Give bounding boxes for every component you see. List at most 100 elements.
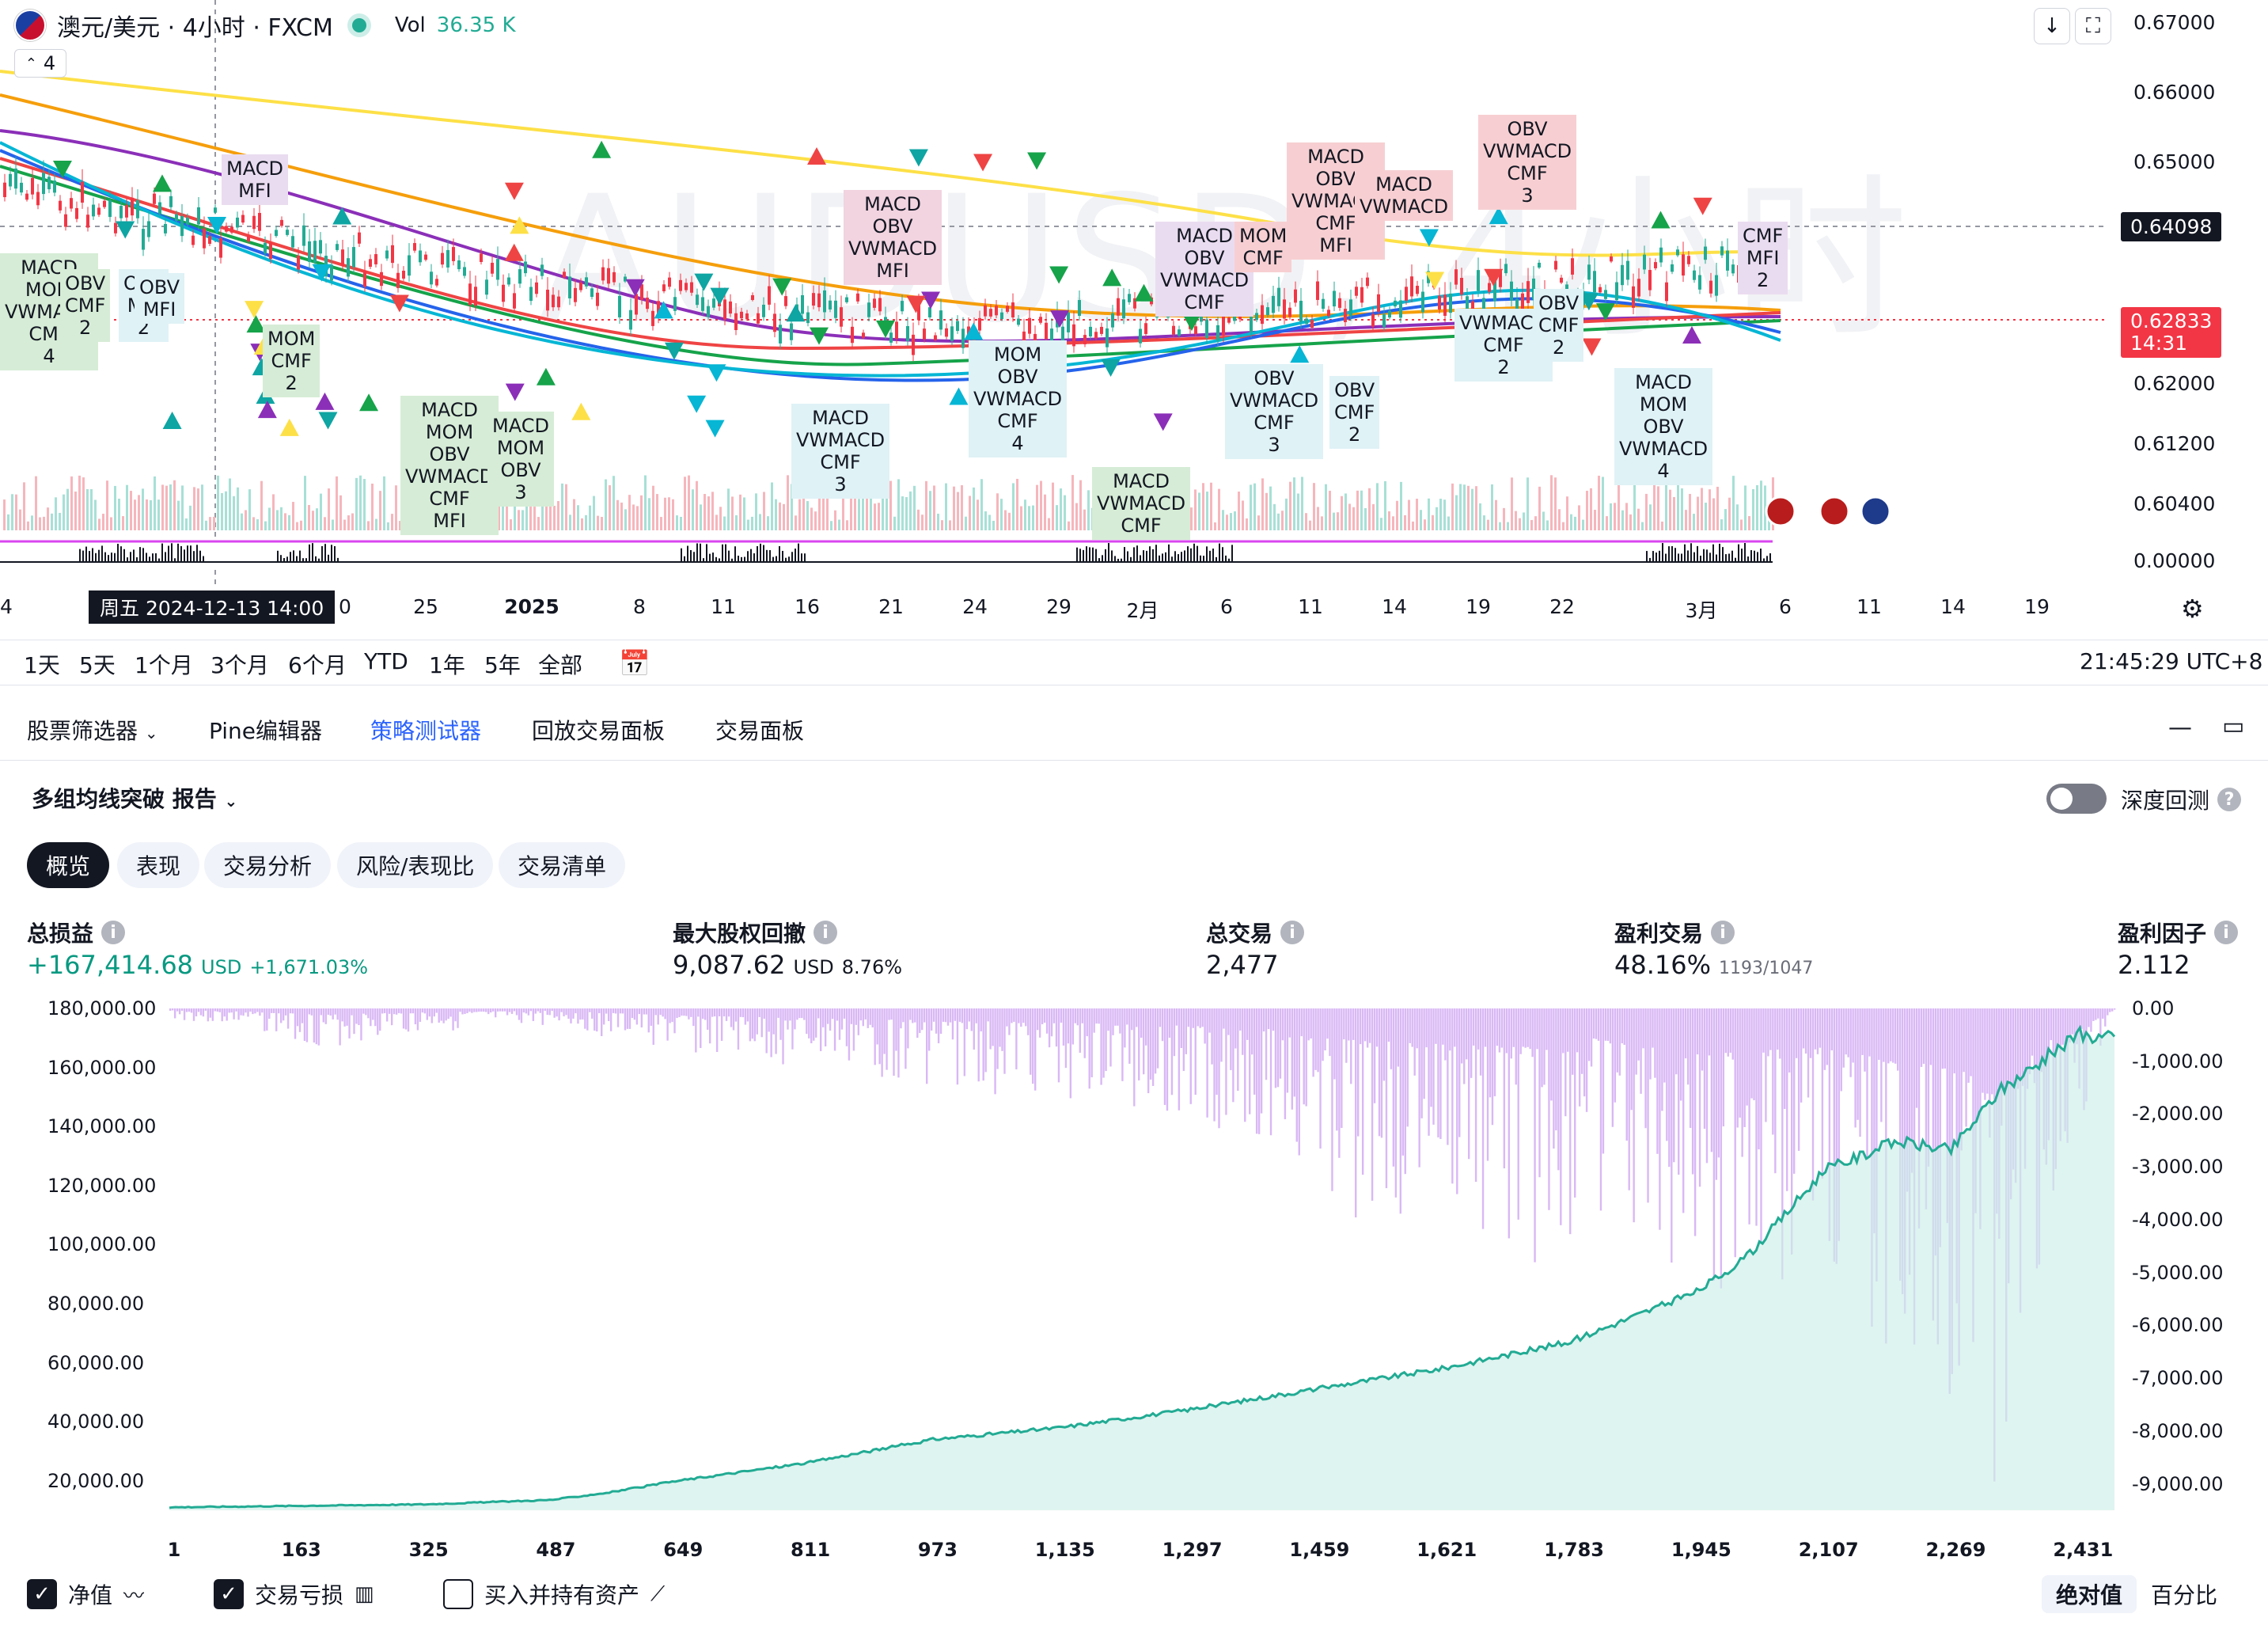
drawdown-bar — [202, 1008, 205, 1017]
signal-label: MACD MOM OBV VWMACD CMF MFI — [400, 396, 499, 535]
drawdown-bar — [586, 1008, 589, 1031]
candle-body — [1604, 290, 1607, 299]
date-range-calendar-icon[interactable]: 📅 — [619, 648, 650, 678]
volume-bar — [288, 515, 290, 530]
info-icon[interactable]: i — [814, 921, 838, 944]
tab-stock-screener[interactable]: 股票筛选器 ⌄ — [27, 718, 158, 744]
drawdown-bar — [1678, 1008, 1680, 1175]
signal-label-line: MOM — [425, 421, 474, 443]
range-5d-button[interactable]: 5天 — [79, 652, 116, 678]
drawdown-bar — [209, 1008, 212, 1018]
drawdown-bar — [1892, 1008, 1894, 1063]
candle-body — [1272, 295, 1275, 313]
tab-trading-panel[interactable]: 交易面板 — [715, 718, 805, 744]
candle-body — [1128, 294, 1131, 302]
price-chart[interactable]: AUDUSD, 4小时 澳元/美元 · 4小时 · FXCM Vol 36.35… — [0, 0, 2268, 633]
download-icon[interactable]: ↓ — [2034, 8, 2070, 44]
range-1d-button[interactable]: 1天 — [24, 652, 60, 678]
subtab-overview[interactable]: 概览 — [27, 842, 110, 888]
volume-bar — [1693, 514, 1695, 530]
drawdown-checkbox[interactable] — [214, 1579, 244, 1609]
candle-body — [1299, 300, 1303, 322]
range-6m-button[interactable]: 6个月 — [288, 652, 347, 678]
signal-label-line: MACD — [864, 193, 922, 215]
drawdown-bar — [279, 1008, 283, 1023]
equity-y-tick: 80,000.00 — [47, 1292, 145, 1315]
minimize-panel-icon[interactable]: — — [2168, 714, 2192, 742]
drawdown-bar — [831, 1008, 834, 1020]
event-flag-icon[interactable] — [1765, 496, 1796, 527]
drawdown-bar — [485, 1008, 487, 1012]
price-plot[interactable] — [0, 0, 2105, 633]
volume-bar — [150, 499, 152, 530]
range-1m-button[interactable]: 1个月 — [135, 652, 193, 678]
info-icon[interactable]: i — [101, 921, 126, 944]
tab-strategy-tester[interactable]: 策略测试器 — [370, 718, 482, 744]
deep-backtest-toggle[interactable] — [2046, 784, 2107, 814]
oscillator-bar — [1693, 552, 1695, 562]
candle-body — [219, 238, 222, 258]
drawdown-bar — [435, 1008, 438, 1013]
mode-absolute-button[interactable]: 绝对值 — [2042, 1575, 2137, 1613]
volume-bar — [1384, 480, 1386, 530]
candle-body — [845, 297, 848, 302]
volume-bar — [521, 510, 524, 530]
subtab-trade-list[interactable]: 交易清单 — [499, 842, 626, 888]
candle-body — [1454, 269, 1458, 285]
mode-percent-button[interactable]: 百分比 — [2151, 1582, 2218, 1608]
candle-body — [1255, 313, 1258, 321]
drawdown-bar — [2085, 1008, 2088, 1102]
utc-clock[interactable]: 21:45:29 UTC+8 — [2080, 648, 2263, 674]
tab-pine-editor[interactable]: Pine编辑器 — [209, 718, 323, 744]
candle-body — [3, 182, 6, 198]
help-icon[interactable]: ? — [2217, 788, 2242, 811]
tab-replay-trading[interactable]: 回放交易面板 — [532, 718, 666, 744]
buy-signal-triangle — [257, 401, 277, 419]
range-1y-button[interactable]: 1年 — [429, 652, 465, 678]
symbol-header[interactable]: 澳元/美元 · 4小时 · FXCM Vol 36.35 K — [14, 8, 516, 43]
drawdown-bar — [914, 1008, 916, 1023]
legend-equity[interactable]: 净值 〰 — [27, 1577, 144, 1612]
drawdown-bar — [905, 1008, 907, 1069]
maximize-panel-icon[interactable]: ▭ — [2222, 712, 2245, 740]
equity-checkbox[interactable] — [27, 1579, 57, 1609]
candle-body — [474, 287, 477, 306]
subtab-trade-analysis[interactable]: 交易分析 — [204, 842, 332, 888]
drawdown-bar — [1572, 1008, 1574, 1075]
range-ytd-button[interactable]: YTD — [364, 648, 408, 674]
oscillator-bar — [79, 549, 81, 562]
drawdown-bar — [294, 1008, 297, 1039]
candle-body — [773, 313, 776, 332]
signal-label-line: VWMACD — [1097, 492, 1186, 515]
drawdown-y-tick: -2,000.00 — [2132, 1103, 2224, 1126]
max-drawdown-value: 9,087.62 USD 8.76% — [673, 950, 903, 980]
legend-drawdown[interactable]: 交易亏损 ▥ — [214, 1577, 374, 1612]
oscillator-bar — [1136, 545, 1138, 562]
info-icon[interactable]: i — [1711, 921, 1735, 944]
candle-body — [1477, 270, 1480, 291]
subtab-performance[interactable]: 表现 — [117, 842, 200, 888]
info-icon[interactable]: i — [1280, 921, 1305, 944]
volume-bar — [1048, 518, 1050, 530]
subtab-risk-ratio[interactable]: 风险/表现比 — [337, 842, 494, 888]
drawdown-bar — [1903, 1008, 1906, 1314]
report-title[interactable]: 多组均线突破 报告 ⌄ — [32, 786, 238, 812]
range-all-button[interactable]: 全部 — [538, 652, 583, 678]
settings-gear-icon[interactable]: ⚙ — [2181, 594, 2204, 624]
range-3m-button[interactable]: 3个月 — [210, 652, 269, 678]
symbol-title[interactable]: 澳元/美元 · 4小时 · FXCM — [57, 14, 333, 42]
range-5y-button[interactable]: 5年 — [484, 652, 521, 678]
indicator-collapse-button[interactable]: ⌃ 4 — [14, 49, 66, 78]
drawdown-bar — [1800, 1008, 1803, 1103]
buy-hold-checkbox[interactable] — [443, 1579, 473, 1609]
buy-signal-triangle — [1102, 268, 1122, 287]
event-flag-icon[interactable] — [1819, 496, 1850, 527]
volume-bar — [1194, 489, 1197, 530]
candle-body — [286, 230, 289, 235]
drawdown-bar — [1182, 1008, 1185, 1072]
legend-buy-hold[interactable]: 买入并持有资产 ⟋ — [443, 1577, 665, 1612]
event-flag-icon[interactable] — [1860, 496, 1891, 527]
info-icon[interactable]: i — [2214, 921, 2239, 944]
drawdown-bar — [1404, 1008, 1406, 1175]
fullscreen-icon[interactable]: ⛶ — [2075, 8, 2111, 44]
